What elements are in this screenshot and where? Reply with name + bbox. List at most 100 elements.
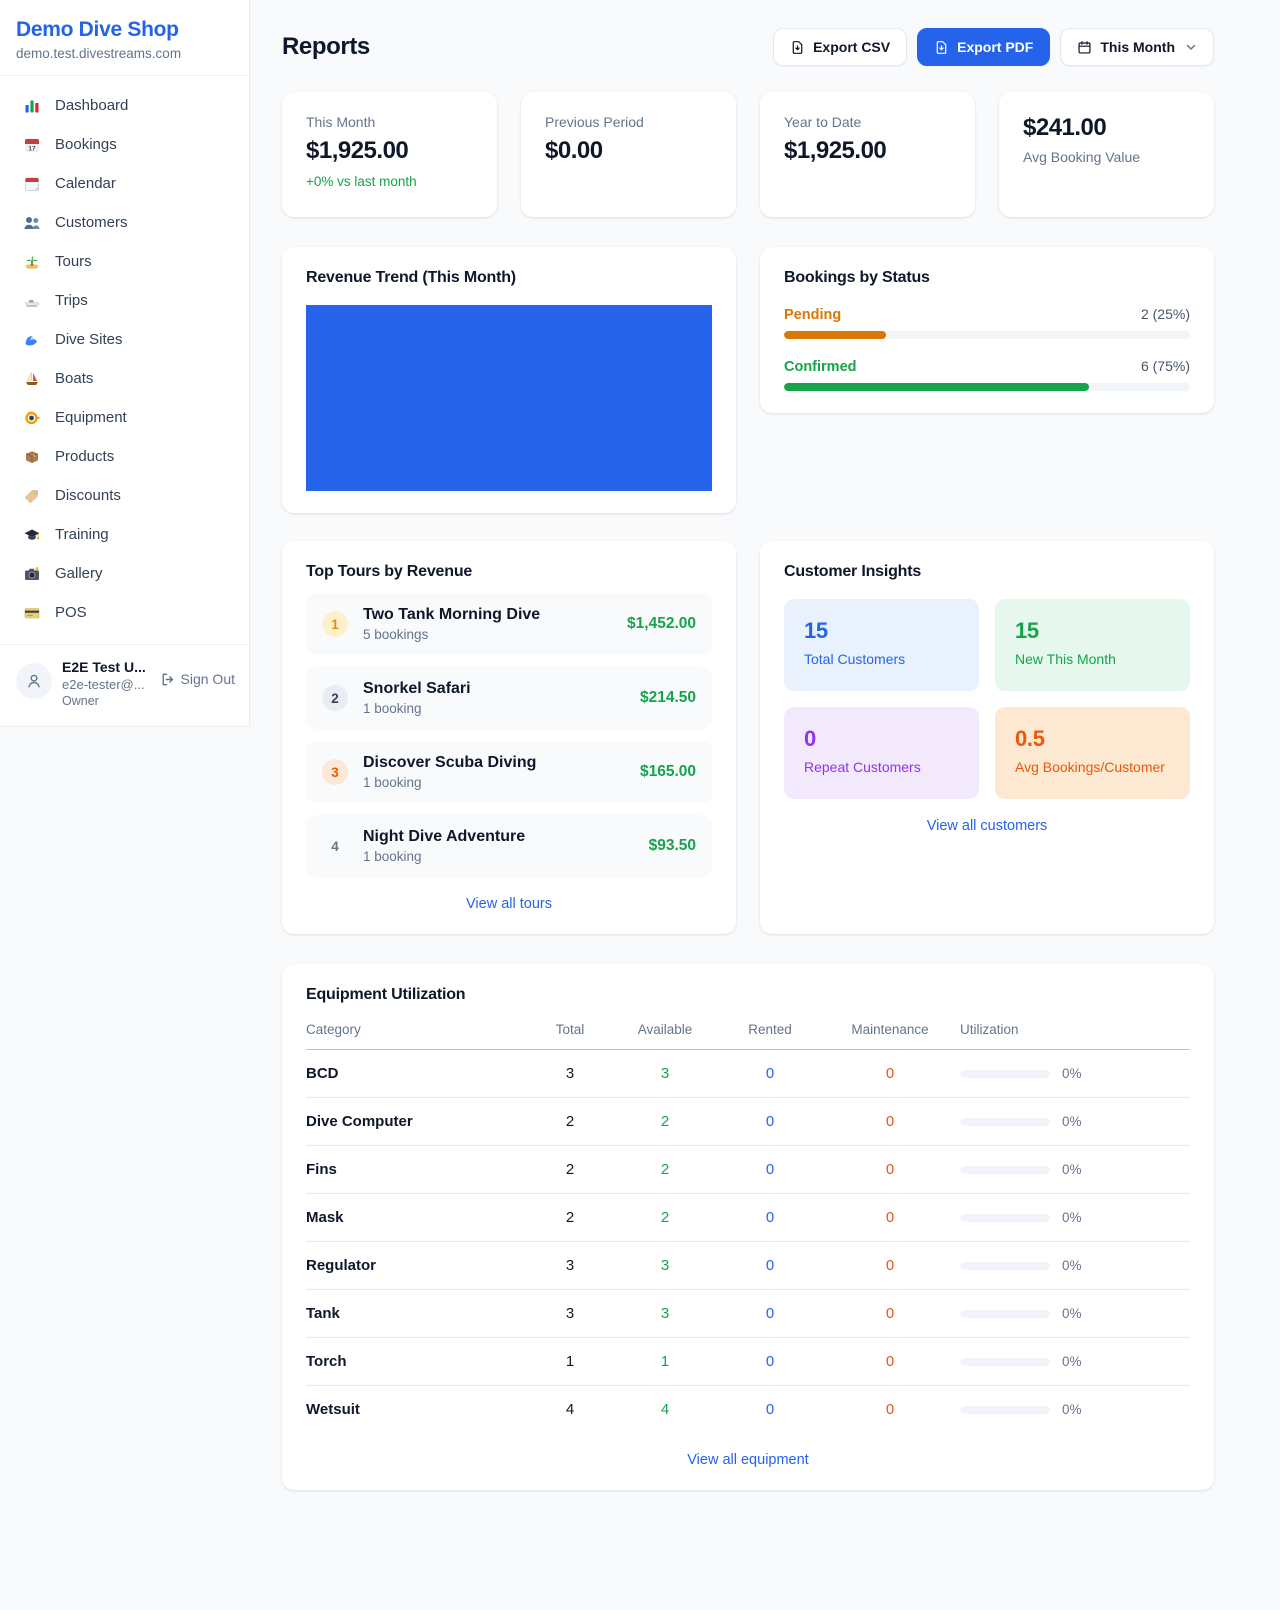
customer-insights-title: Customer Insights [784,563,922,580]
sign-out-icon [162,673,173,685]
tour-bookings: 1 booking [363,775,422,790]
maintenance-cell: 0 [885,1257,895,1274]
island-icon [22,253,42,271]
sidebar-item-gallery[interactable]: Gallery [0,554,249,593]
sidebar-item-boats[interactable]: Boats [0,359,249,398]
sidebar-item-trips[interactable]: Trips [0,281,249,320]
sidebar-item-label: Dive Sites [55,331,123,348]
table-row: BCD 3 3 0 0 0% [306,1050,1190,1098]
maintenance-cell: 0 [885,1305,895,1322]
sidebar-item-tours[interactable]: Tours [0,242,249,281]
stat-value: $1,925.00 [306,137,409,164]
wave-icon [22,331,42,349]
export-pdf-label: Export PDF [957,39,1034,55]
stat-value: $1,925.00 [784,137,887,164]
category-cell: Wetsuit [306,1401,360,1418]
rented-cell: 0 [765,1257,775,1274]
sidebar-item-dashboard[interactable]: Dashboard [0,86,249,125]
total-cell: 3 [565,1065,575,1082]
user-email: e2e-tester@... [62,677,145,692]
utilization-track [960,1405,1050,1414]
table-row: Torch 1 1 0 0 0% [306,1338,1190,1386]
shop-domain: demo.test.divestreams.com [16,46,182,61]
utilization-label: 0% [1062,1354,1082,1369]
total-cell: 2 [565,1161,575,1178]
calendar-date-icon: 17 [22,136,42,154]
people-icon [22,214,42,232]
utilization-label: 0% [1062,1306,1082,1321]
bookings-by-status-card: Bookings by Status Pending 2 (25%) Confi… [760,247,1214,413]
sidebar-item-dive-sites[interactable]: Dive Sites [0,320,249,359]
main-content: Reports Export CSV Export PDF This Month [250,0,1280,1530]
tour-list-item: 3 Discover Scuba Diving 1 booking $165.0… [306,741,712,803]
sidebar-item-label: Equipment [55,409,127,426]
rented-cell: 0 [765,1305,775,1322]
status-row-pending: Pending 2 (25%) [784,306,1190,339]
tour-name: Night Dive Adventure [363,828,526,845]
user-panel: E2E Test U... e2e-tester@... Owner Sign … [0,644,249,726]
sidebar-item-discounts[interactable]: Discounts [0,476,249,515]
sidebar-item-bookings[interactable]: 17 Bookings [0,125,249,164]
category-cell: Dive Computer [306,1113,413,1130]
shop-name: Demo Dive Shop [16,18,179,41]
export-pdf-button[interactable]: Export PDF [917,28,1051,66]
app-root: Demo Dive Shop demo.test.divestreams.com… [0,0,1280,1530]
status-label: Pending [784,307,842,323]
sidebar-item-products[interactable]: Products [0,437,249,476]
rank-badge: 4 [331,838,339,854]
charts-row: Revenue Trend (This Month) Bookings by S… [282,247,1214,513]
category-cell: Torch [306,1353,347,1370]
revenue-trend-title: Revenue Trend (This Month) [306,269,516,286]
stat-value: $241.00 [1023,114,1107,141]
category-cell: BCD [306,1065,339,1082]
rank-badge: 1 [322,611,348,637]
sidebar-item-customers[interactable]: Customers [0,203,249,242]
period-dropdown[interactable]: This Month [1060,28,1214,66]
view-all-tours-link[interactable]: View all tours [466,896,552,912]
stat-card-avg-booking-value: $241.00 Avg Booking Value [999,92,1214,217]
tile-label: Repeat Customers [804,759,921,775]
category-cell: Fins [306,1161,337,1178]
progress-fill [784,331,886,339]
chevron-down-icon [1186,44,1196,50]
sidebar-item-equipment[interactable]: Equipment [0,398,249,437]
table-header: Category Total Available Rented Maintena… [306,1022,1190,1050]
tour-bookings: 5 bookings [363,627,429,642]
utilization-label: 0% [1062,1402,1082,1417]
tag-icon [22,487,42,505]
sign-out-button[interactable]: Sign Out [160,671,235,687]
maintenance-cell: 0 [885,1161,895,1178]
avatar [16,663,52,699]
tile-label: Avg Bookings/Customer [1015,759,1165,775]
category-cell: Regulator [306,1257,377,1274]
rented-cell: 0 [765,1209,775,1226]
sidebar-item-calendar[interactable]: Calendar [0,164,249,203]
tour-list-item: 4 Night Dive Adventure 1 booking $93.50 [306,815,712,877]
rented-cell: 0 [765,1401,775,1418]
sidebar-item-training[interactable]: Training [0,515,249,554]
category-cell: Mask [306,1209,344,1226]
utilization-label: 0% [1062,1210,1082,1225]
equipment-utilization-title: Equipment Utilization [306,986,466,1003]
sidebar-item-label: Customers [55,214,128,231]
view-all-equipment-link[interactable]: View all equipment [687,1452,809,1468]
utilization-cell: 0% [960,1306,1190,1321]
stat-label: Previous Period [545,114,644,130]
tile-label: Total Customers [804,651,906,667]
export-csv-button[interactable]: Export CSV [773,28,908,66]
sailboat-icon [22,370,42,388]
total-cell: 3 [565,1257,575,1274]
insights-row: Top Tours by Revenue 1 Two Tank Morning … [282,541,1214,934]
tour-list-item: 2 Snorkel Safari 1 booking $214.50 [306,667,712,729]
sidebar-item-pos[interactable]: POS [0,593,249,632]
package-icon [22,448,42,466]
table-row: Dive Computer 2 2 0 0 0% [306,1098,1190,1146]
utilization-label: 0% [1062,1114,1082,1129]
credit-card-icon [22,604,42,622]
export-csv-label: Export CSV [813,39,891,55]
maintenance-cell: 0 [885,1353,895,1370]
rank-badge: 2 [322,685,348,711]
bookings-by-status-title: Bookings by Status [784,269,930,286]
dive-mask-icon [22,409,42,427]
view-all-customers-link[interactable]: View all customers [926,818,1048,834]
